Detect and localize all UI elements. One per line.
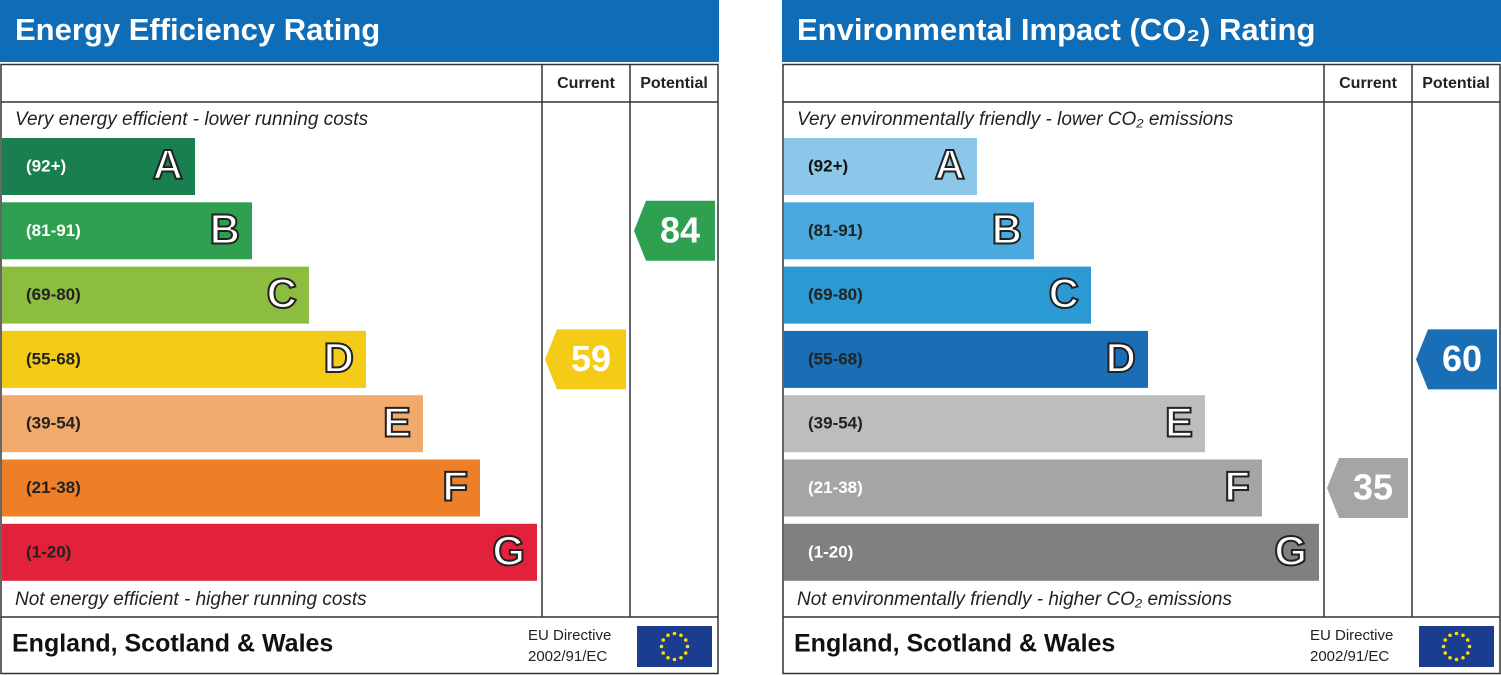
band-range: (55-68) xyxy=(808,349,863,368)
top-caption: Very energy efficient - lower running co… xyxy=(15,109,369,130)
panel-title: Environmental Impact (CO₂) Rating xyxy=(797,12,1315,47)
eu-star xyxy=(1448,655,1452,660)
eu-star xyxy=(666,633,670,638)
eu-star xyxy=(1443,651,1448,655)
band-letter: C xyxy=(267,270,297,317)
directive-line: EU Directive xyxy=(1310,627,1393,644)
rating-panel: Energy Efficiency Rating Current Potential… xyxy=(0,0,719,675)
eu-star xyxy=(1461,655,1465,660)
directive-line: EU Directive xyxy=(528,627,611,644)
band-letter: A xyxy=(935,141,965,188)
band-range: (39-54) xyxy=(26,414,81,433)
rating-band xyxy=(2,138,195,195)
rating-band xyxy=(784,138,977,195)
band-letter: D xyxy=(324,334,354,381)
column-header: Potential xyxy=(1422,75,1490,92)
eu-star xyxy=(1465,651,1470,655)
eu-star xyxy=(679,633,683,638)
eu-star xyxy=(661,638,666,642)
band-range: (21-38) xyxy=(808,478,863,497)
rating-arrow xyxy=(1327,458,1408,518)
column-header: Potential xyxy=(640,75,708,92)
band-range: (69-80) xyxy=(26,285,81,304)
rating-arrow xyxy=(545,329,626,390)
rating-band xyxy=(2,266,309,324)
top-caption: Very environmentally friendly - lower CO… xyxy=(797,109,1234,130)
rating-band xyxy=(2,459,480,517)
eu-star xyxy=(1448,633,1452,638)
bottom-caption: Not energy efficient - higher running co… xyxy=(15,589,367,610)
band-range: (1-20) xyxy=(808,542,853,561)
eu-star xyxy=(672,631,677,636)
band-letter: F xyxy=(1224,463,1250,510)
rating-arrow xyxy=(1416,329,1497,390)
column-header: Current xyxy=(557,75,615,92)
eu-star xyxy=(1454,631,1459,636)
eu-star xyxy=(679,655,683,660)
band-range: (92+) xyxy=(26,156,66,175)
band-range: (39-54) xyxy=(808,414,863,433)
eu-star xyxy=(661,651,666,655)
rating-band xyxy=(784,459,1262,517)
band-letter: B xyxy=(210,205,240,252)
band-letter: B xyxy=(992,205,1022,252)
band-range: (81-91) xyxy=(26,221,81,240)
rating-panel: Environmental Impact (CO₂) Rating Current… xyxy=(782,0,1501,675)
rating-band xyxy=(784,266,1091,324)
rating-band xyxy=(2,330,366,388)
directive-line: 2002/91/EC xyxy=(1310,648,1389,665)
rating-value: 59 xyxy=(571,338,611,379)
column-header: Current xyxy=(1339,75,1397,92)
rating-band xyxy=(2,202,252,260)
band-letter: C xyxy=(1049,270,1079,317)
rating-band xyxy=(2,523,537,581)
eu-star xyxy=(1441,644,1446,649)
rating-band xyxy=(784,523,1319,581)
rating-value: 60 xyxy=(1442,338,1482,379)
title-bar xyxy=(0,0,719,62)
eu-star xyxy=(1443,638,1448,642)
bottom-caption: Not environmentally friendly - higher CO… xyxy=(797,589,1232,610)
rating-band xyxy=(784,395,1205,453)
band-range: (1-20) xyxy=(26,542,71,561)
eu-star xyxy=(1465,638,1470,642)
rating-value: 84 xyxy=(660,209,700,250)
band-letter: E xyxy=(1165,398,1193,445)
rating-band xyxy=(2,395,423,453)
panel-title: Energy Efficiency Rating xyxy=(15,12,380,47)
title-bar xyxy=(782,0,1501,62)
eu-star xyxy=(672,657,677,662)
band-range: (55-68) xyxy=(26,349,81,368)
eu-star xyxy=(685,644,690,649)
band-letter: D xyxy=(1106,334,1136,381)
eu-star xyxy=(683,638,688,642)
band-letter: G xyxy=(492,527,525,574)
band-range: (69-80) xyxy=(808,285,863,304)
footer-region: England, Scotland & Wales xyxy=(12,630,333,658)
directive-line: 2002/91/EC xyxy=(528,648,607,665)
eu-star xyxy=(1467,644,1472,649)
band-range: (81-91) xyxy=(808,221,863,240)
band-letter: E xyxy=(383,398,411,445)
rating-band xyxy=(784,330,1148,388)
band-range: (92+) xyxy=(808,156,848,175)
eu-star xyxy=(1461,633,1465,638)
rating-arrow xyxy=(634,200,715,261)
rating-band xyxy=(784,202,1034,260)
eu-star xyxy=(683,651,688,655)
band-letter: A xyxy=(153,141,183,188)
band-range: (21-38) xyxy=(26,478,81,497)
eu-star xyxy=(659,644,664,649)
eu-star xyxy=(1454,657,1459,662)
footer-region: England, Scotland & Wales xyxy=(794,630,1115,658)
rating-value: 35 xyxy=(1353,467,1393,508)
band-letter: F xyxy=(442,463,468,510)
eu-star xyxy=(666,655,670,660)
band-letter: G xyxy=(1274,527,1307,574)
